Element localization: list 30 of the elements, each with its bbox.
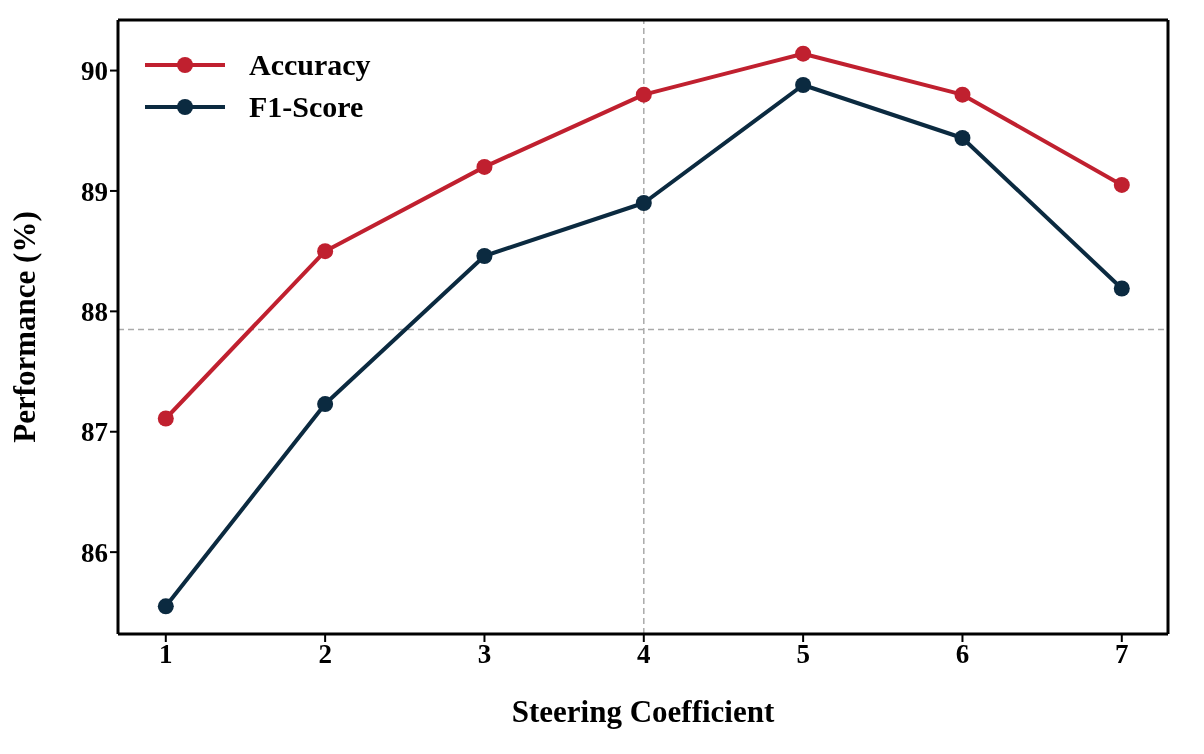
point: [635, 86, 652, 103]
point: [157, 410, 174, 427]
legend-label: F1-Score: [249, 90, 364, 124]
point: [476, 158, 493, 175]
x-tick-label: 3: [477, 639, 492, 670]
point: [476, 247, 493, 264]
y-axis-title: Performance (%): [7, 211, 43, 443]
point: [954, 86, 971, 103]
x-tick-label: 1: [159, 639, 173, 670]
point: [795, 77, 812, 94]
point: [1113, 176, 1130, 193]
point: [635, 195, 652, 211]
x-axis-title: Steering Coefficient: [511, 694, 775, 729]
x-tick-label: 7: [1115, 639, 1129, 670]
y-tick-label: 88: [81, 296, 108, 327]
point: [157, 598, 174, 615]
x-tick-label: 2: [318, 639, 332, 670]
y-tick-label: 87: [81, 417, 108, 448]
legend-label: Accuracy: [249, 48, 371, 82]
point: [317, 396, 334, 413]
y-tick-label: 90: [81, 56, 108, 87]
y-tick-label: 86: [81, 537, 108, 568]
x-tick-label: 4: [637, 639, 651, 670]
point: [795, 45, 812, 62]
point: [1113, 280, 1130, 297]
point: [954, 129, 971, 146]
point: [317, 243, 334, 260]
x-tick-label: 6: [955, 639, 970, 670]
y-tick-label: 89: [81, 176, 108, 207]
x-tick-label: 5: [796, 639, 810, 670]
